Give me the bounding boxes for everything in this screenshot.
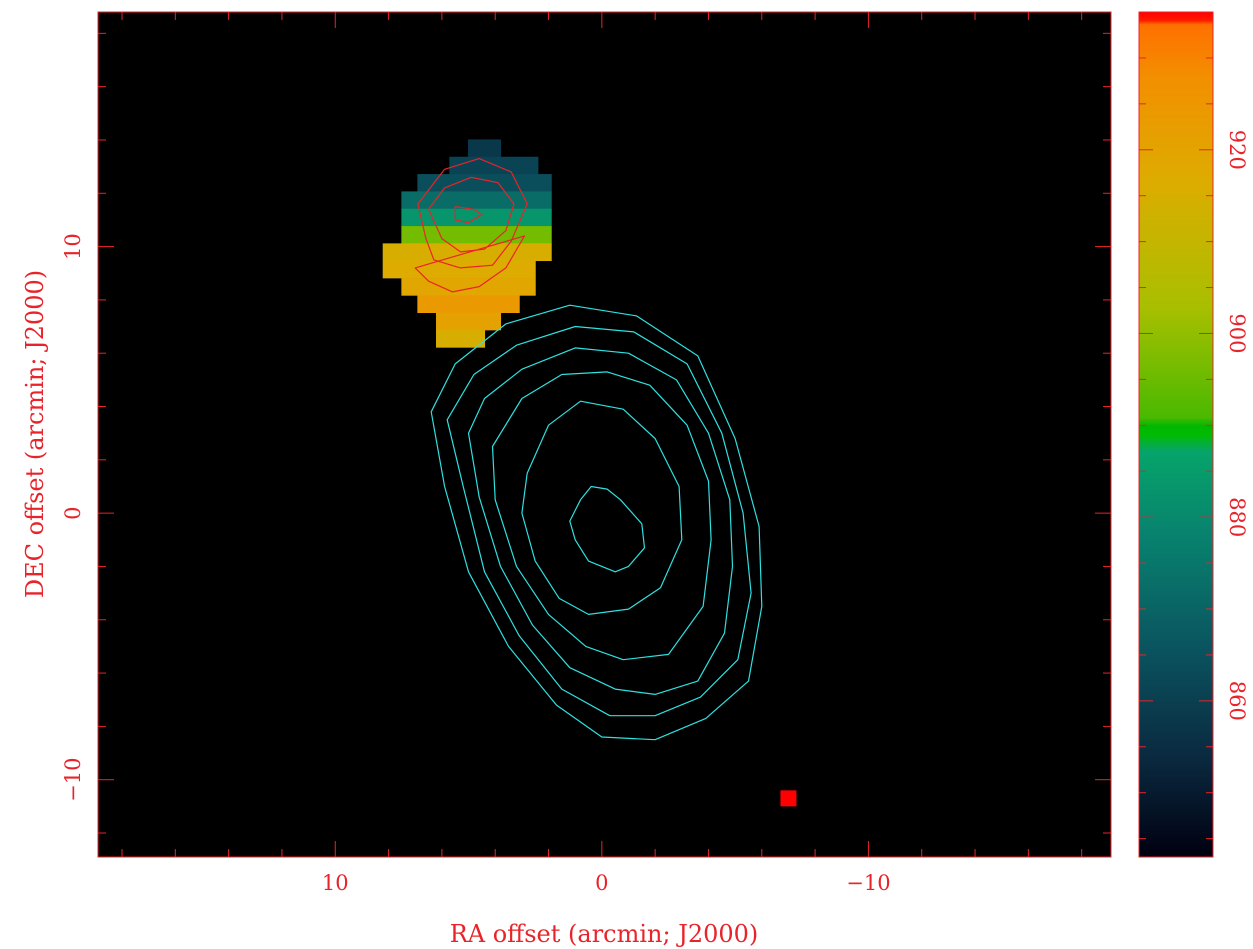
colorbar: 860 880 900 920 <box>1138 11 1249 858</box>
contour-layer <box>414 158 763 741</box>
velocity-cell-row <box>382 260 536 279</box>
y-tick-label: 10 <box>61 233 85 260</box>
cyan-contour <box>446 325 752 717</box>
cyan-contour <box>569 485 646 573</box>
beam-marker <box>780 790 797 807</box>
axis-ticks: 10 0 −10 −10 0 10 <box>61 12 1111 895</box>
y-tick-label: 0 <box>61 506 85 519</box>
red-contour <box>414 235 526 293</box>
velocity-cell-row <box>401 191 552 210</box>
y-axis-title: DEC offset (arcmin; J2000) <box>21 270 49 598</box>
red-contour <box>417 158 528 269</box>
colorbar-frame <box>1138 11 1214 858</box>
y-tick-label: −10 <box>61 758 85 802</box>
colorbar-gradient <box>1139 12 1213 857</box>
cyan-contour <box>521 400 683 615</box>
cyan-contour <box>467 347 734 695</box>
x-tick-label: 10 <box>322 871 349 895</box>
velocity-cell-row <box>468 139 502 158</box>
plot-background <box>98 12 1111 857</box>
velocity-cell-row <box>436 312 502 331</box>
plot-frame <box>97 11 1112 858</box>
red-contour <box>428 176 515 253</box>
x-tick-label: −10 <box>846 871 890 895</box>
x-axis-title: RA offset (arcmin; J2000) <box>450 920 759 948</box>
colorbar-tick-label: 860 <box>1225 681 1249 721</box>
colorbar-tick-label: 920 <box>1225 130 1249 170</box>
red-contour <box>454 206 483 224</box>
velocity-cell-row <box>449 156 539 175</box>
beam-layer <box>780 790 797 807</box>
cyan-contour <box>430 304 763 741</box>
x-tick-label: 0 <box>595 871 608 895</box>
velocity-cell-row <box>417 174 552 192</box>
colorbar-tick-label: 900 <box>1225 313 1249 353</box>
velocity-cell-row <box>401 278 536 296</box>
colorbar-tick-label: 880 <box>1225 497 1249 537</box>
velocity-cell-row <box>436 330 486 348</box>
velocity-cell-row <box>417 295 520 314</box>
cyan-contour <box>491 371 712 661</box>
